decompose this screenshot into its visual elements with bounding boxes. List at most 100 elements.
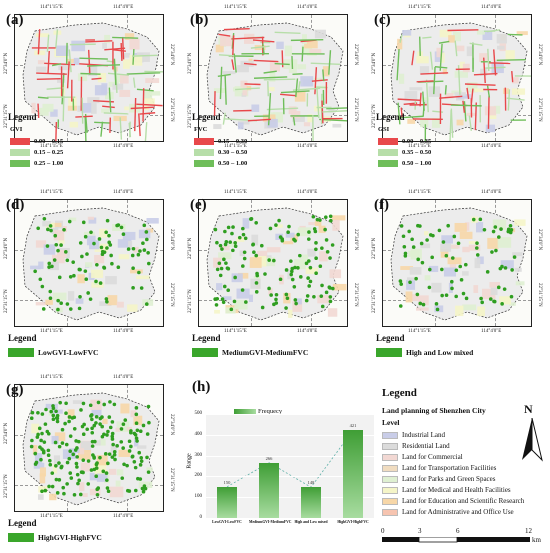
land-legend-row: Land for Medical and Health Facilities <box>382 486 550 496</box>
land-legend-label: Land for Education and Scientific Resear… <box>402 497 525 505</box>
north-arrow-icon <box>522 418 543 462</box>
district-map-e <box>206 207 347 321</box>
lon-label-bottom-2: 114°4'0"E <box>113 329 134 334</box>
panel-label-d: (d) <box>6 197 25 213</box>
land-legend-swatch <box>382 498 398 505</box>
legend-swatch-a-1 <box>10 149 30 156</box>
legend-swatch-b-0 <box>194 138 214 145</box>
panel-label-h: (h) <box>192 379 211 395</box>
north-label: N <box>524 402 533 416</box>
land-legend-title: Legend <box>382 387 417 399</box>
north-arrow: N <box>518 402 546 462</box>
land-legend-subtitle: Land planning of Shenzhen City <box>382 406 486 415</box>
legend-range-a-0: 0.00 – 0.15 <box>34 138 64 145</box>
lon-label-top-1: 114°1'15"E <box>40 190 63 195</box>
legend-range-a-2: 0.25 – 1.00 <box>34 160 64 167</box>
gridline <box>206 497 374 499</box>
lat-label-left-1: 22°34'0"N <box>372 237 377 259</box>
lat-label-right-2: 22°31'15"N <box>537 283 542 307</box>
district-map-c <box>390 22 531 141</box>
land-legend-row: Residential Land <box>382 442 550 452</box>
category-label-0: LowGVI-LowFVC <box>212 520 242 524</box>
land-legend-row: Industrial Land <box>382 431 550 441</box>
land-legend-swatch <box>382 509 398 516</box>
lat-label-left-1: 22°34'0"N <box>4 52 9 74</box>
lon-label-top-2: 114°4'0"E <box>481 190 502 195</box>
land-legend: Legend Land planning of Shenzhen City Le… <box>378 372 550 553</box>
lon-label-top-2: 114°4'0"E <box>113 190 134 195</box>
legend-range-a-1: 0.15 – 0.25 <box>34 149 64 156</box>
panel-label-g: (g) <box>6 382 24 398</box>
land-legend-label: Land for Transportation Facilities <box>402 464 497 472</box>
land-legend-row: Land for Parks and Green Spaces <box>382 475 550 485</box>
land-legend-swatch <box>382 465 398 472</box>
lat-label-right-1: 22°34'0"N <box>537 44 542 66</box>
lon-label-bottom-2: 114°4'0"E <box>297 329 318 334</box>
bar-value-label-1: 266 <box>265 455 273 461</box>
legend-class-e: MediumGVI-MediumFVC <box>222 348 309 357</box>
gridline <box>206 455 374 457</box>
category-label-2: High and Low mixed <box>294 520 328 524</box>
trend-polyline <box>226 430 354 488</box>
district-map-d <box>22 207 160 321</box>
legend-swatch-a-2 <box>10 160 30 167</box>
scale-tick-6: 6 <box>456 527 460 535</box>
y-tick-400: 400 <box>194 431 203 437</box>
trend-line <box>226 430 354 488</box>
map-frame-a <box>14 14 164 142</box>
lat-label-right-2: 22°31'15"N <box>169 283 174 307</box>
legend-title-g: Legend <box>8 518 37 528</box>
lon-label-top-1: 114°1'15"E <box>40 375 63 380</box>
lon-label-top-1: 114°1'15"E <box>224 190 247 195</box>
scale-tick-0: 0 <box>381 527 385 535</box>
y-tick-200: 200 <box>194 473 203 479</box>
legend-range-b-0: 0.15 – 0.30 <box>218 138 248 145</box>
legend-class-f: High and Low mixed <box>406 348 474 357</box>
lon-label-bottom-2: 114°4'0"E <box>481 144 502 149</box>
lon-label-top-2: 114°4'0"E <box>297 190 318 195</box>
lon-label-bottom-2: 114°4'0"E <box>297 144 318 149</box>
chart-legend-label: Frequecy <box>258 408 283 415</box>
map-frame-b <box>198 14 348 142</box>
district-map-g <box>22 392 160 506</box>
panel-d: (d) 114°1'15"E 114°4'0"E 114°1'15"E 114°4'0"… <box>0 185 182 373</box>
land-legend-row: Land for Transportation Facilities <box>382 464 550 474</box>
category-label-1: MediumGVI-MediumFVC <box>249 520 292 524</box>
lat-label-left-1: 22°34'0"N <box>4 237 9 259</box>
land-legend-label: Land for Commercial <box>402 453 463 461</box>
legend-title-c: Legend <box>376 112 405 122</box>
scale-tick-12: 12 <box>525 527 532 535</box>
district-map-f <box>390 207 528 321</box>
map-frame-g <box>14 384 164 512</box>
panel-a: (a) 114°1'15"E 114°4'0"E 114°1'15"E 114°4'0"… <box>0 0 182 188</box>
lon-label-top-2: 114°4'0"E <box>481 5 502 10</box>
y-tick-0: 0 <box>199 515 203 520</box>
land-legend-swatch <box>382 476 398 483</box>
lon-label-top-1: 114°1'15"E <box>40 5 63 10</box>
land-legend-swatch <box>382 487 398 494</box>
lat-label-left-1: 22°34'0"N <box>4 422 9 444</box>
lat-label-left-2: 22°31'15"N <box>4 289 9 313</box>
lon-label-top-2: 114°4'0"E <box>113 5 134 10</box>
legend-swatch-c-0 <box>378 138 398 145</box>
land-legend-row: Land for Education and Scientific Resear… <box>382 497 550 507</box>
plot-area: 150 266 148 421 <box>206 414 374 519</box>
legend-index-a: GVI <box>10 126 23 133</box>
scale-tick-3: 3 <box>418 527 422 535</box>
lat-label-left-1: 22°34'0"N <box>188 52 193 74</box>
lat-label-right-1: 22°34'0"N <box>169 414 174 436</box>
legend-swatch-e <box>192 348 218 357</box>
lat-label-right-1: 22°34'0"N <box>353 229 358 251</box>
bar-2 <box>301 487 321 518</box>
y-tick-100: 100 <box>194 494 203 500</box>
legend-swatch-f <box>376 348 402 357</box>
scale-bar: 0 3 6 12 km <box>381 527 542 547</box>
lat-label-right-1: 22°34'0"N <box>169 44 174 66</box>
land-legend-label: Residential Land <box>402 442 450 450</box>
map-frame-c <box>382 14 532 142</box>
land-legend-swatch <box>382 454 398 461</box>
legend-swatch-b-2 <box>194 160 214 167</box>
lon-label-top-1: 114°1'15"E <box>408 190 431 195</box>
panel-e: (e) 114°1'15"E 114°4'0"E 114°1'15"E 114°4'0"… <box>184 185 366 373</box>
scale-unit: km <box>532 536 541 544</box>
